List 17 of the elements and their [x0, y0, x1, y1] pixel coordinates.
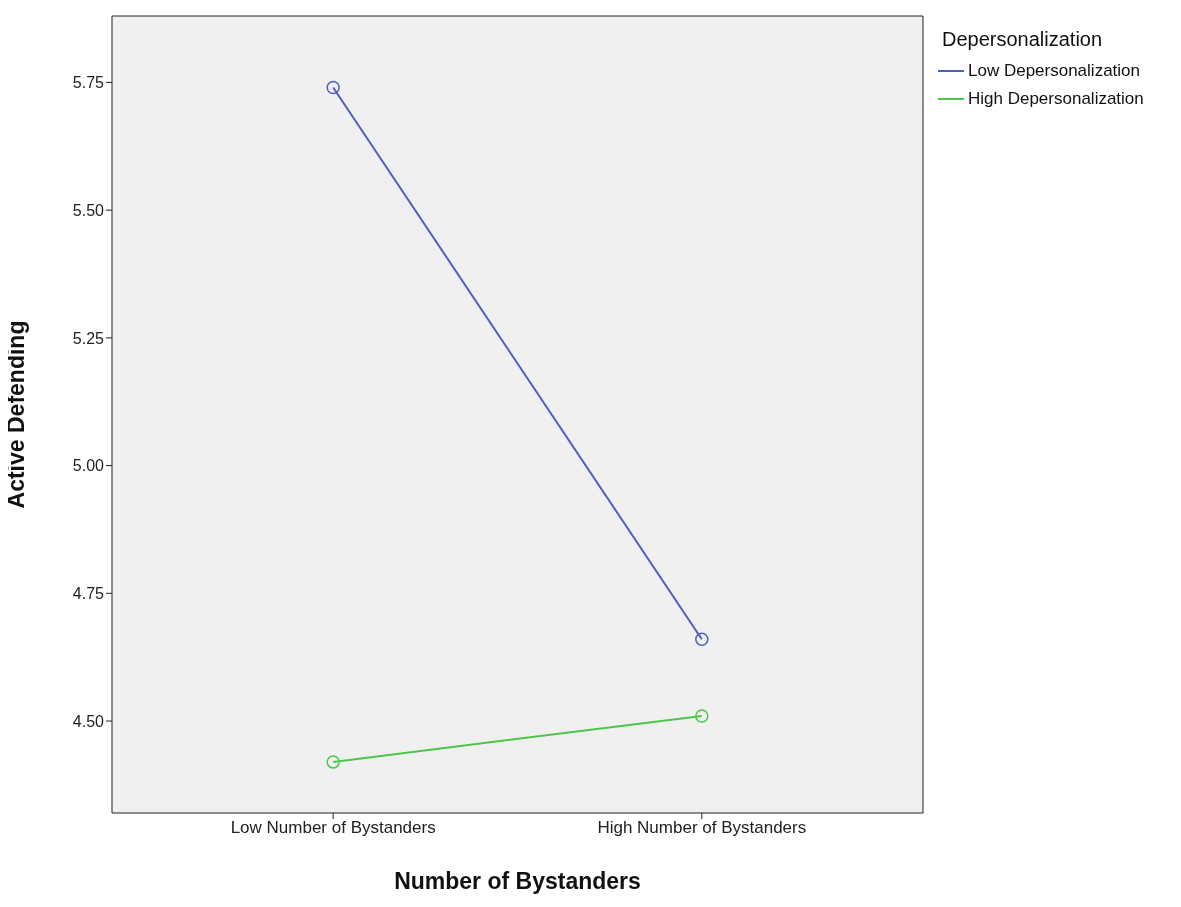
y-tick-label: 5.00 [72, 457, 105, 475]
y-tick-label: 5.75 [72, 74, 105, 92]
point [326, 80, 340, 95]
legend-label: High Depersonalization [968, 89, 1144, 109]
x-tick-label: Low Number of Bystanders [230, 818, 436, 838]
x-tick-label: High Number of Bystanders [597, 818, 807, 838]
point [695, 632, 709, 647]
y-tick-label: 4.50 [72, 712, 105, 730]
legend-label: Low Depersonalization [968, 61, 1140, 81]
point [695, 709, 709, 723]
legend-title: Depersonalization [942, 28, 1104, 51]
y-axis-title: Active Defending [3, 320, 30, 509]
point [326, 755, 340, 769]
y-tick-label: 5.25 [72, 329, 105, 347]
x-axis-title: Number of Bystanders [394, 868, 641, 894]
y-tick-label: 4.75 [72, 584, 105, 602]
y-tick-label: 5.50 [72, 201, 105, 219]
